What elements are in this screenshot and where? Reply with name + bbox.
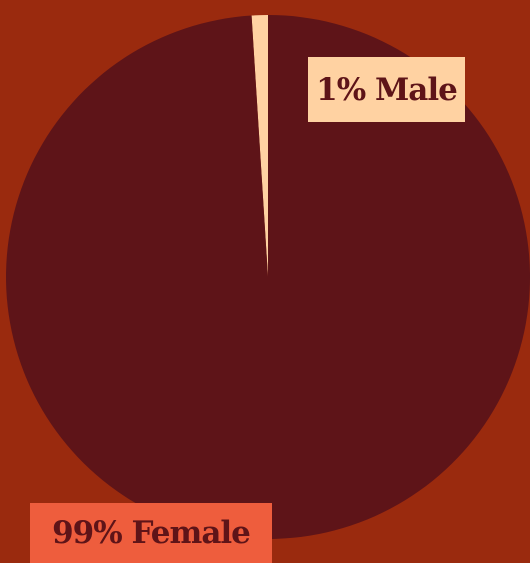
pie-slice-female xyxy=(5,15,530,539)
male-slice-label: 1% Male xyxy=(308,57,465,122)
female-slice-label: 99% Female xyxy=(30,503,272,563)
pie-slice-male xyxy=(251,15,268,277)
